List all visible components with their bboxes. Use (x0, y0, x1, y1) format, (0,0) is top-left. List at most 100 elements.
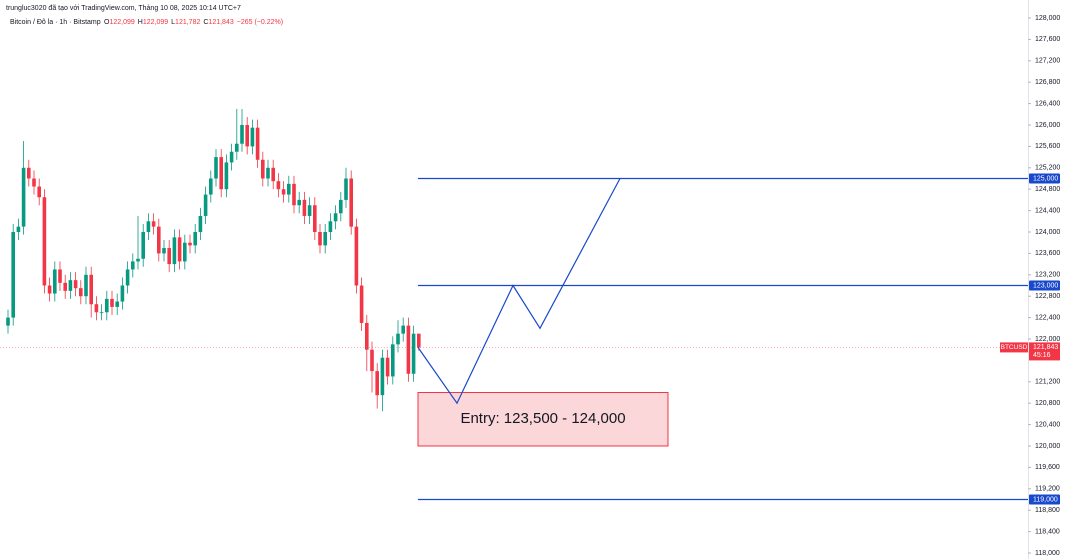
candle-body (120, 285, 125, 302)
y-tick-label: 126,000 (1035, 122, 1060, 129)
y-tick-label: 120,000 (1035, 443, 1060, 450)
candle-body (141, 232, 145, 259)
y-tick-label: 128,000 (1035, 15, 1060, 22)
candle-body (396, 333, 400, 345)
legend-key: C (203, 19, 208, 26)
y-tick-label: 122,000 (1035, 336, 1060, 343)
y-tick-label: 119,200 (1035, 486, 1060, 493)
candle-body (47, 285, 52, 294)
candle-body (240, 125, 244, 144)
candle-body (339, 199, 343, 214)
level-tag-label: 123,000 (1033, 282, 1058, 289)
y-tick-label: 125,600 (1035, 143, 1060, 150)
candle-body (177, 237, 182, 262)
y-tick-label: 123,600 (1035, 250, 1060, 257)
y-tick-label: 118,400 (1035, 528, 1060, 535)
candle-body (380, 357, 385, 396)
y-tick-label: 118,000 (1035, 550, 1060, 557)
candle-body (151, 221, 156, 227)
candle-body (417, 333, 421, 348)
candle-body (365, 322, 369, 350)
legend-value: 121,782 (175, 19, 200, 26)
y-tick-label: 124,000 (1035, 229, 1060, 236)
candle-body (16, 226, 21, 232)
legend-key: H (138, 19, 143, 26)
level-tag (1029, 494, 1060, 505)
ohlc-legend: O122,099 H122,099 L121,782 C121,843 −265 (−0… (104, 19, 283, 26)
candle-body (11, 232, 15, 318)
candle-body (250, 127, 255, 147)
legend-value: 121,843 (208, 19, 233, 26)
candle-body (58, 269, 62, 283)
candle-body (333, 213, 338, 222)
y-tick-label: 123,200 (1035, 272, 1060, 279)
candle-body (255, 127, 260, 160)
candle-body (53, 269, 57, 294)
candle-body (136, 258, 140, 262)
candle-body (224, 162, 229, 190)
legend-value: 122,099 (143, 19, 168, 26)
entry-label: Entry: 123,500 - 124,000 (460, 410, 625, 427)
candle-body (318, 232, 322, 246)
candle-body (198, 215, 203, 232)
candle-body (131, 261, 135, 270)
candle-body (193, 232, 197, 246)
attribution: trungluc3020 đã tạo với TradingView.com,… (6, 5, 241, 12)
candle-body (328, 221, 333, 232)
candle-body (219, 157, 223, 190)
candle-body (21, 167, 26, 227)
symbol-title: Bitcoin / Đô la · 1h · Bitstamp (10, 19, 101, 26)
price-tag-symbol-label: BTCUSD (1001, 344, 1028, 351)
candle-body (287, 183, 291, 195)
price-tag (1029, 342, 1060, 361)
candle-body (125, 269, 130, 286)
change: −265 (−0.22%) (237, 19, 283, 26)
candle-body (27, 167, 31, 179)
projection-path (417, 178, 621, 405)
level-tag (1029, 173, 1060, 184)
y-tick-label: 122,400 (1035, 314, 1060, 321)
candle-body (349, 178, 353, 227)
candle-body (63, 282, 67, 291)
y-tick-label: 119,600 (1035, 464, 1060, 471)
y-tick-label: 120,800 (1035, 400, 1060, 407)
candle-body (235, 143, 239, 152)
candle-body (157, 226, 161, 254)
candle-body (115, 301, 119, 307)
y-tick-label: 122,800 (1035, 293, 1060, 300)
candle-body (110, 298, 114, 307)
candle-body (209, 178, 213, 195)
candle-body (203, 194, 208, 216)
y-tick-label: 124,400 (1035, 207, 1060, 214)
candle-body (73, 280, 78, 289)
level-tag (1029, 280, 1060, 291)
candle-body (84, 274, 88, 297)
price-tag-label: 121,843 (1033, 344, 1058, 351)
candle-body (214, 157, 218, 179)
y-tick-label: 127,200 (1035, 58, 1060, 65)
candle-body (354, 226, 359, 286)
candle-body (401, 325, 405, 334)
candle-body (167, 248, 171, 265)
candle-body (79, 288, 83, 297)
price-tag-countdown: 45:16 (1033, 352, 1051, 359)
candle-body (307, 205, 312, 216)
candle-body (385, 357, 390, 377)
candle-body (281, 189, 286, 195)
y-tick-label: 125,200 (1035, 165, 1060, 172)
candle-body (172, 237, 177, 265)
candle-body (245, 125, 249, 147)
candle-body (99, 312, 104, 314)
candle-body (42, 197, 47, 286)
legend-value: 122,099 (109, 19, 134, 26)
candle-body (188, 242, 192, 246)
candle-body (302, 199, 307, 216)
y-tick-label: 120,400 (1035, 421, 1060, 428)
candle-body (146, 221, 151, 232)
candle-body (162, 248, 166, 254)
y-tick-label: 126,400 (1035, 100, 1060, 107)
y-tick-label: 127,600 (1035, 36, 1060, 43)
candle-body (411, 333, 416, 374)
candle-body (6, 317, 10, 326)
